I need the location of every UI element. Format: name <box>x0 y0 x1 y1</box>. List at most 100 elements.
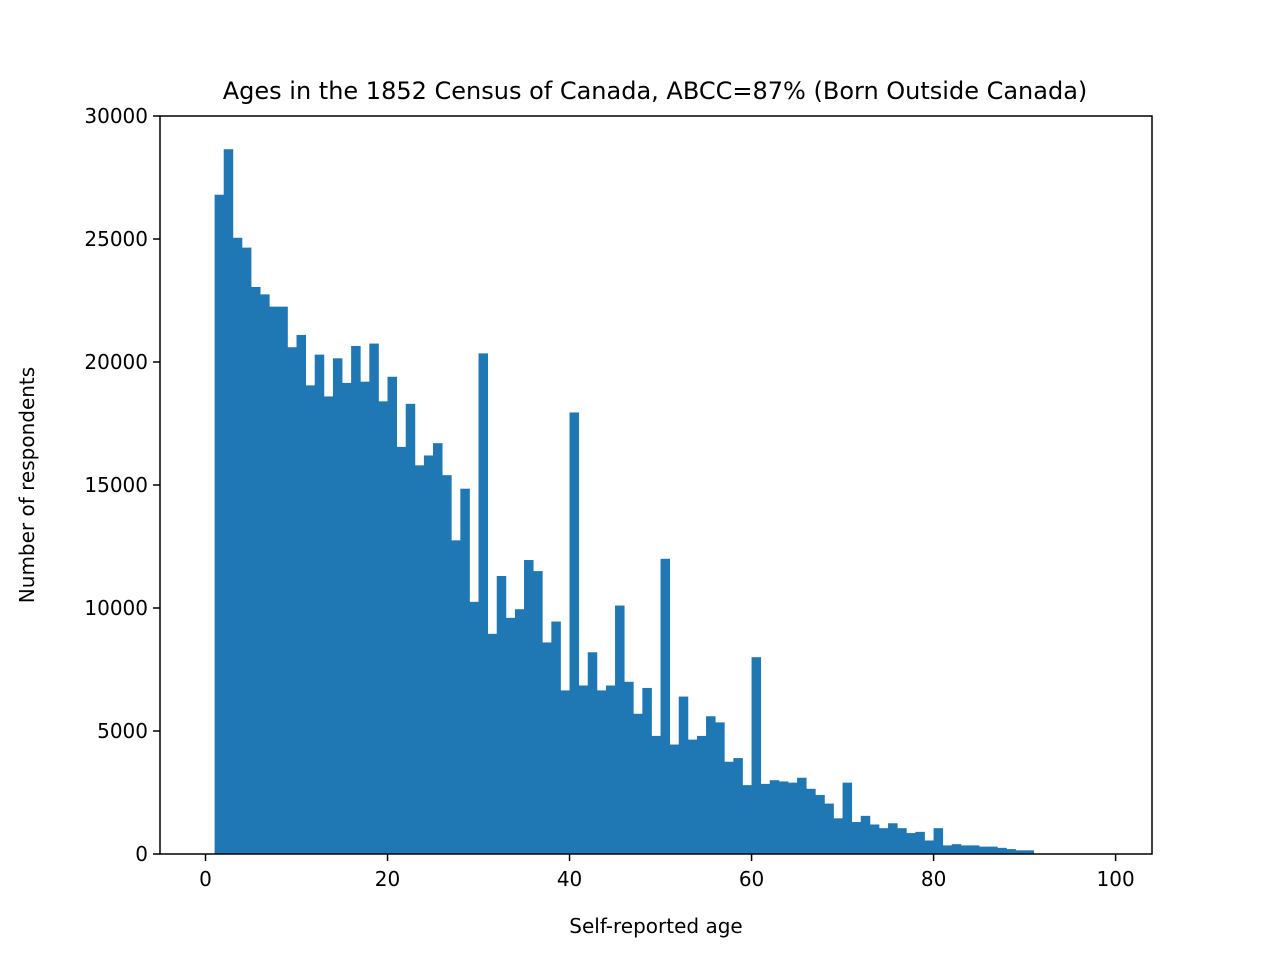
y-tick-label: 15000 <box>84 473 148 497</box>
histogram-bar <box>769 780 780 854</box>
histogram-bar <box>596 690 607 854</box>
histogram-bar <box>460 488 470 854</box>
histogram-bar <box>969 845 980 854</box>
histogram-bar <box>369 343 379 854</box>
histogram-bar <box>778 781 789 854</box>
histogram-bar <box>241 247 252 855</box>
x-axis-label: Self-reported age <box>569 914 742 938</box>
y-tick-label: 5000 <box>97 719 148 743</box>
histogram-bar <box>760 783 771 854</box>
histogram-bar <box>615 605 625 854</box>
histogram-bar <box>287 347 297 854</box>
histogram-bar <box>451 540 461 854</box>
histogram-bar <box>797 777 807 854</box>
histogram-bar <box>888 823 898 854</box>
histogram-bar <box>660 558 671 854</box>
histogram-bar <box>223 149 234 854</box>
histogram-bar <box>951 844 962 854</box>
histogram-bar <box>860 815 871 854</box>
histogram-bar <box>587 652 598 854</box>
histogram-bar <box>897 828 907 854</box>
histogram-bar <box>423 455 434 854</box>
histogram-bar <box>414 465 425 854</box>
histogram-bar <box>323 396 334 854</box>
histogram-bar <box>305 385 316 854</box>
histogram-bar <box>569 412 580 854</box>
histogram-bar <box>851 822 862 854</box>
histogram-bar <box>387 376 398 854</box>
histogram-bar <box>751 657 762 854</box>
histogram-bar <box>715 722 725 854</box>
y-axis-label: Number of respondents <box>15 367 39 603</box>
x-tick-label: 60 <box>739 867 764 891</box>
histogram-bar <box>878 828 889 854</box>
y-tick-label: 0 <box>135 842 148 866</box>
histogram-bar <box>533 571 543 854</box>
histogram-bar <box>351 346 361 854</box>
histogram-bar <box>1024 850 1035 854</box>
histogram-bar <box>806 788 816 854</box>
histogram-bar <box>869 824 880 854</box>
histogram-bar <box>505 617 516 854</box>
histogram-bar <box>487 633 498 854</box>
histogram-bar <box>651 735 661 854</box>
histogram-bar <box>405 403 416 854</box>
histogram-bar <box>642 687 652 854</box>
histogram-bar <box>433 443 443 854</box>
bars-group <box>214 149 1035 855</box>
x-tick-label: 40 <box>557 867 582 891</box>
histogram-bar <box>260 294 270 855</box>
histogram-bar <box>469 601 479 854</box>
histogram-bar <box>742 785 752 854</box>
histogram-bar <box>997 847 1007 854</box>
histogram-bar <box>314 354 325 854</box>
histogram-bar <box>942 845 953 854</box>
chart-title: Ages in the 1852 Census of Canada, ABCC=… <box>223 77 1088 105</box>
x-tick-label: 20 <box>375 867 400 891</box>
histogram-bar <box>687 739 698 854</box>
histogram-bar <box>560 690 570 854</box>
histogram-bar <box>332 358 343 854</box>
histogram-bar <box>232 237 243 854</box>
histogram-bar <box>988 846 998 854</box>
y-tick-label: 20000 <box>84 350 148 374</box>
histogram-bar <box>251 286 261 855</box>
histogram-bar <box>1006 849 1016 854</box>
histogram-bar <box>833 818 843 854</box>
histogram-bar <box>542 642 552 854</box>
histogram-bar <box>960 845 971 854</box>
histogram-bar <box>624 681 634 854</box>
y-tick-label: 25000 <box>84 227 148 251</box>
histogram-bar <box>360 381 370 854</box>
histogram-bar <box>678 696 689 854</box>
y-tick-label: 10000 <box>84 596 148 620</box>
histogram-bar <box>378 401 388 854</box>
histogram-bar <box>1015 850 1025 854</box>
histogram-bar <box>815 794 825 854</box>
x-tick-label: 80 <box>921 867 946 891</box>
histogram-bar <box>442 475 452 854</box>
histogram-bar <box>787 782 798 854</box>
y-axis: 0 5000 10000 15000 20000 25000 30000 <box>84 104 160 866</box>
histogram-bar <box>906 833 916 854</box>
x-axis: 0 20 40 60 80 100 <box>199 854 1135 891</box>
histogram-bar <box>524 560 534 854</box>
x-tick-label: 100 <box>1097 867 1135 891</box>
histogram-bar <box>605 685 616 854</box>
x-tick-label: 0 <box>199 867 212 891</box>
histogram-bar <box>696 735 707 854</box>
histogram-bar <box>924 840 934 854</box>
histogram-bar <box>278 306 288 854</box>
histogram-bar <box>269 306 279 854</box>
histogram-bar <box>578 685 589 854</box>
y-tick-label: 30000 <box>84 104 148 128</box>
histogram-bar <box>933 828 944 854</box>
histogram-bar <box>396 446 407 854</box>
histogram-bar <box>633 713 643 854</box>
histogram-bar <box>551 621 561 854</box>
histogram-bar <box>979 846 989 854</box>
histogram-bar <box>478 353 489 854</box>
histogram-bar <box>496 576 507 854</box>
histogram-bar <box>842 782 853 854</box>
